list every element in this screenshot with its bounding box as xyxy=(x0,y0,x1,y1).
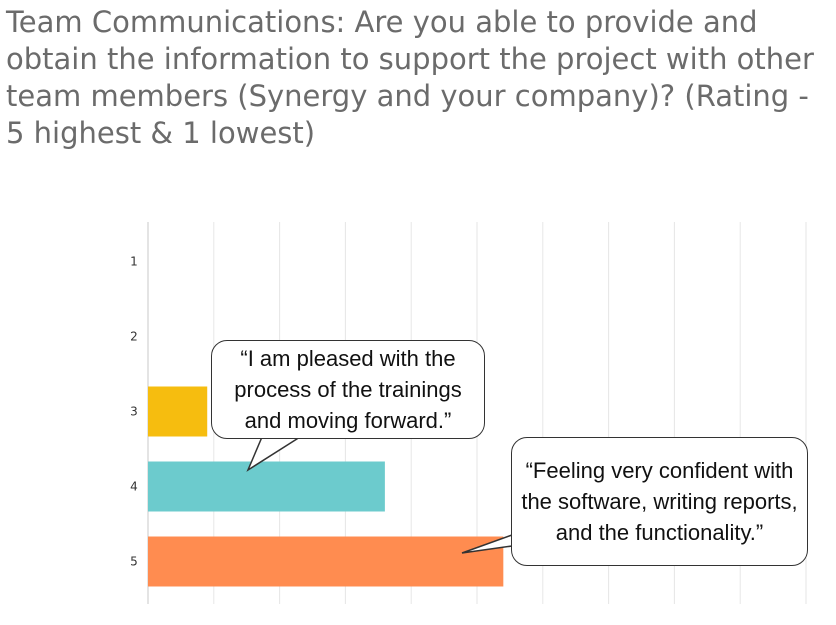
comment-callout-2: “Feeling very confident with the softwar… xyxy=(511,437,808,566)
y-tick-label-3: 3 xyxy=(130,405,138,419)
callout-2-pointer xyxy=(461,534,513,554)
bar-rating-5 xyxy=(148,536,504,587)
y-tick-label-5: 5 xyxy=(130,555,138,569)
y-tick-label-2: 2 xyxy=(130,330,138,344)
question-title: Team Communications: Are you able to pro… xyxy=(6,5,814,150)
y-tick-label-1: 1 xyxy=(130,255,138,269)
bar-rating-4 xyxy=(148,461,385,512)
y-tick-label-4: 4 xyxy=(130,480,138,494)
bar-rating-3 xyxy=(148,386,208,437)
callout-1-pointer xyxy=(246,436,301,472)
y-tick-labels: 1 2 3 4 5 xyxy=(130,255,138,569)
bars xyxy=(148,386,504,587)
comment-callout-1: “I am pleased with the process of the tr… xyxy=(211,340,485,439)
